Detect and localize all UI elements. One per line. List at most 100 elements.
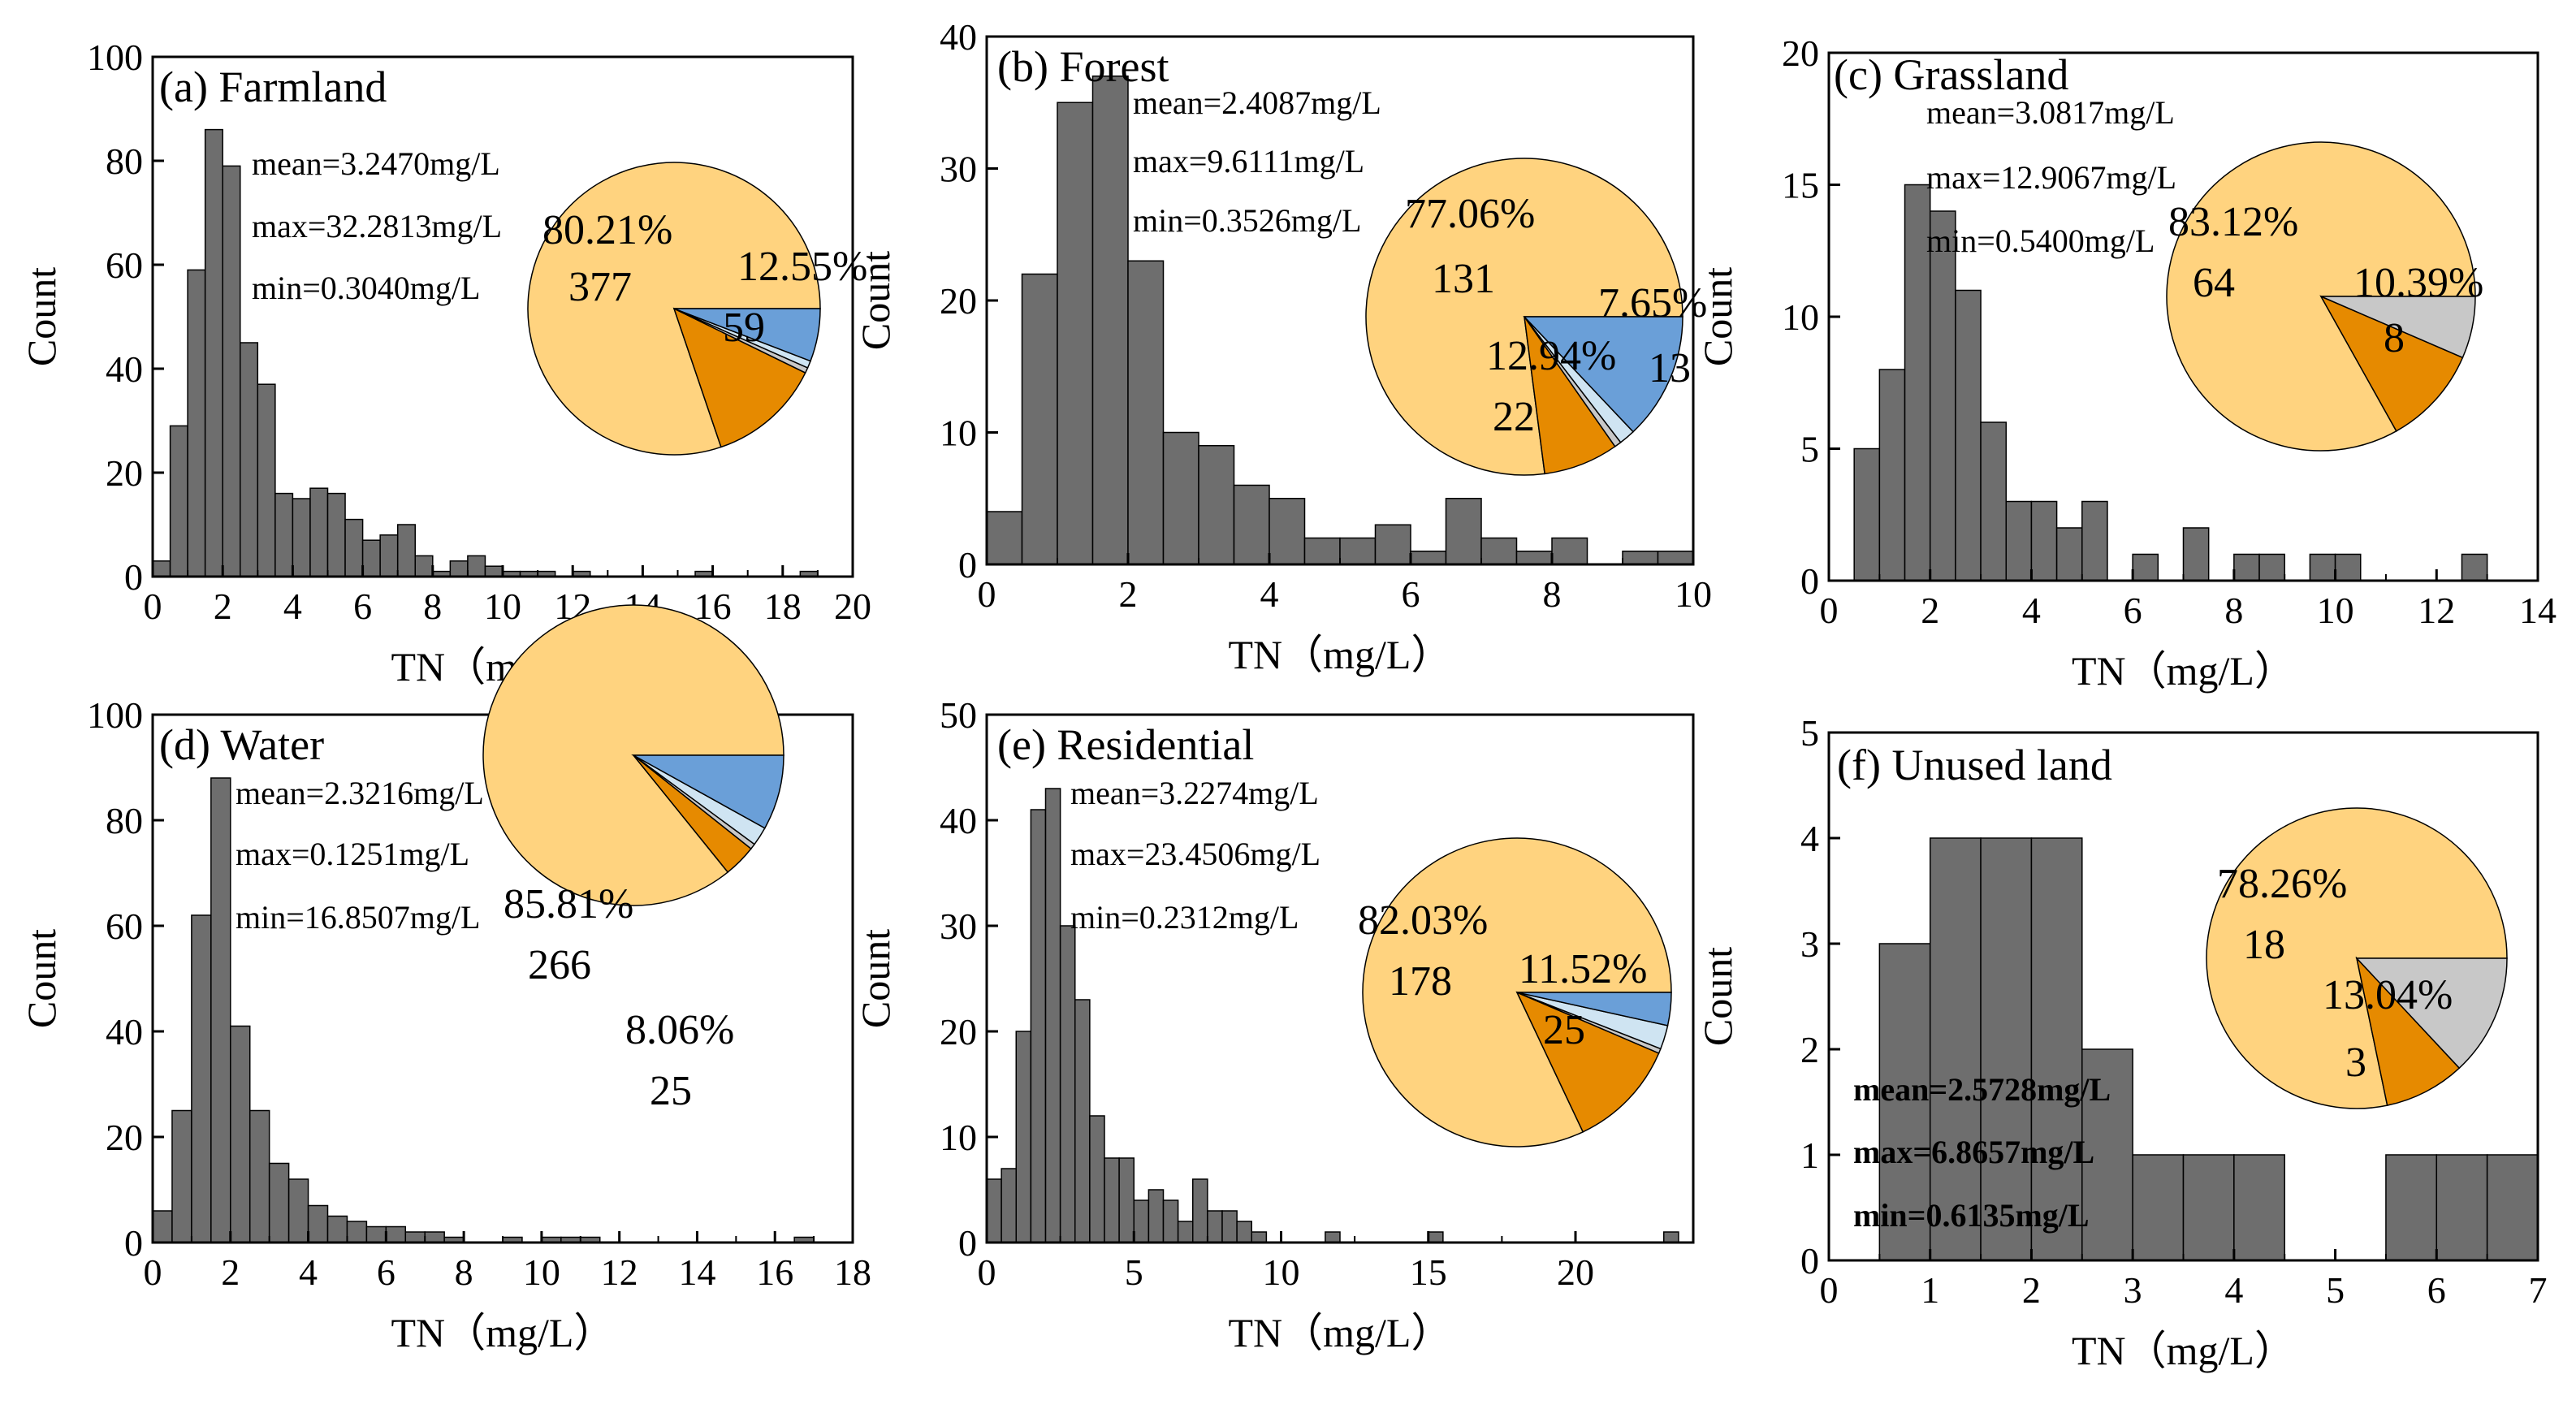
histogram-bar — [230, 1025, 251, 1243]
pie-label: 178 — [1389, 958, 1452, 1005]
histogram-bar — [1015, 1031, 1032, 1243]
histogram-bar — [274, 492, 294, 577]
histogram-bar — [1030, 809, 1047, 1243]
pie-label: 12.55% — [737, 244, 867, 290]
histogram-bar — [344, 518, 364, 577]
histogram-bar — [1480, 537, 1518, 565]
x-tick-label: 2 — [1119, 573, 1138, 615]
y-tick-label: 0 — [124, 1222, 143, 1264]
x-tick-label: 8 — [2224, 590, 2243, 631]
histogram-bar — [2334, 553, 2362, 581]
y-tick-label: 60 — [106, 244, 143, 286]
y-tick-label: 40 — [106, 1011, 143, 1052]
x-tick-label: 2 — [214, 586, 232, 627]
histogram-bar — [1251, 1231, 1268, 1243]
pie-label: 85.81% — [504, 881, 633, 927]
histogram-bar — [1325, 1231, 1341, 1243]
histogram-bar — [467, 555, 486, 577]
histogram-bar — [1162, 431, 1199, 565]
panel-c: 0 2 4 6 8 10 12 14 0 5 10 15 20 TN（mg/L） Count (c) Gras… — [1695, 32, 2557, 694]
histogram-bar — [385, 1225, 407, 1243]
y-tick-label: 60 — [106, 905, 143, 947]
x-tick-label: 18 — [764, 586, 802, 627]
histogram-bar — [1133, 1199, 1150, 1243]
histogram-bar — [2233, 553, 2260, 581]
histogram-bar — [222, 165, 241, 577]
x-tick-label: 0 — [1820, 1269, 1839, 1311]
histogram-bar — [292, 498, 311, 577]
x-tick-label: 0 — [144, 1251, 162, 1293]
histogram-bar — [249, 1109, 270, 1243]
histogram-bar — [1001, 1168, 1017, 1243]
x-tick-label: 10 — [523, 1251, 560, 1293]
y-tick-label: 50 — [940, 694, 977, 736]
y-tick-label: 4 — [1800, 818, 1819, 859]
x-tick-label: 10 — [1263, 1251, 1300, 1293]
pie-label: 25 — [1543, 1007, 1585, 1053]
histogram-bar — [379, 534, 399, 577]
pie-label: 10.39% — [2353, 260, 2483, 306]
histogram-bar — [1622, 551, 1659, 565]
histogram-bar — [2309, 553, 2336, 581]
pie-label: 82.03% — [1358, 897, 1488, 944]
x-tick-label: 6 — [2124, 590, 2142, 631]
x-tick-label: 0 — [978, 573, 996, 615]
stat-annotation: min=16.8507mg/L — [236, 899, 480, 936]
histogram-bar — [1878, 369, 1906, 581]
histogram-bar — [1089, 1115, 1105, 1243]
x-tick-label: 20 — [1557, 1251, 1594, 1293]
histogram-bar — [365, 1225, 387, 1243]
x-tick-label: 6 — [377, 1251, 395, 1293]
x-tick-label: 4 — [283, 586, 302, 627]
pie-label: 11.52% — [1519, 946, 1647, 992]
pie-label: 3 — [2345, 1039, 2366, 1086]
pie-label: 77.06% — [1405, 191, 1535, 237]
stat-annotation: min=0.2312mg/L — [1070, 899, 1299, 936]
histogram-bar — [1515, 551, 1553, 565]
pie-label: 13.04% — [2323, 972, 2453, 1018]
x-tick-label: 4 — [2224, 1269, 2243, 1311]
histogram-bar — [1044, 788, 1061, 1243]
pie-label: 377 — [568, 264, 632, 310]
pie-slice — [673, 308, 821, 362]
pie-slice — [631, 754, 784, 829]
histogram-bar — [1269, 498, 1306, 565]
histogram-bar — [169, 425, 188, 577]
x-tick-label: 14 — [2519, 590, 2557, 631]
stat-annotation: mean=3.2470mg/L — [252, 145, 500, 182]
stat-annotation: mean=3.0817mg/L — [1926, 94, 2175, 131]
y-tick-label: 15 — [1782, 165, 1819, 206]
histogram-bar — [1127, 260, 1165, 565]
histogram-bar — [2030, 500, 2058, 581]
y-tick-label: 40 — [940, 800, 977, 841]
histogram-bar — [2233, 1154, 2285, 1261]
pie-label: 59 — [723, 305, 765, 351]
histogram-bar — [986, 1178, 1002, 1243]
y-tick-label: 10 — [940, 1117, 977, 1158]
histogram-bar — [326, 1215, 348, 1243]
y-tick-label: 10 — [1782, 296, 1819, 338]
histogram-bar — [171, 1109, 192, 1243]
histogram-bar — [187, 269, 206, 577]
y-tick-label: 100 — [87, 37, 143, 78]
histogram-bar — [287, 1178, 309, 1243]
histogram-bar — [2081, 1048, 2133, 1261]
x-tick-label: 4 — [1260, 573, 1279, 615]
histogram-bar — [1192, 1178, 1208, 1243]
y-tick-label: 20 — [1782, 32, 1819, 74]
x-tick-label: 16 — [756, 1251, 793, 1293]
y-tick-label: 40 — [106, 348, 143, 390]
stat-annotation: max=0.1251mg/L — [236, 836, 469, 872]
pie-slice — [1523, 316, 1683, 433]
x-tick-label: 3 — [2124, 1269, 2142, 1311]
x-tick-label: 2 — [2022, 1269, 2041, 1311]
panel-title: (e) Residential — [997, 720, 1254, 769]
pie-label: 78.26% — [2217, 861, 2347, 907]
histogram-bar — [1853, 447, 1881, 581]
pie-label: 13 — [1649, 345, 1691, 391]
histogram-bar — [1148, 1189, 1165, 1243]
histogram-bar — [152, 1210, 173, 1243]
pie-slice — [2355, 957, 2508, 1070]
histogram-bar — [414, 555, 434, 577]
